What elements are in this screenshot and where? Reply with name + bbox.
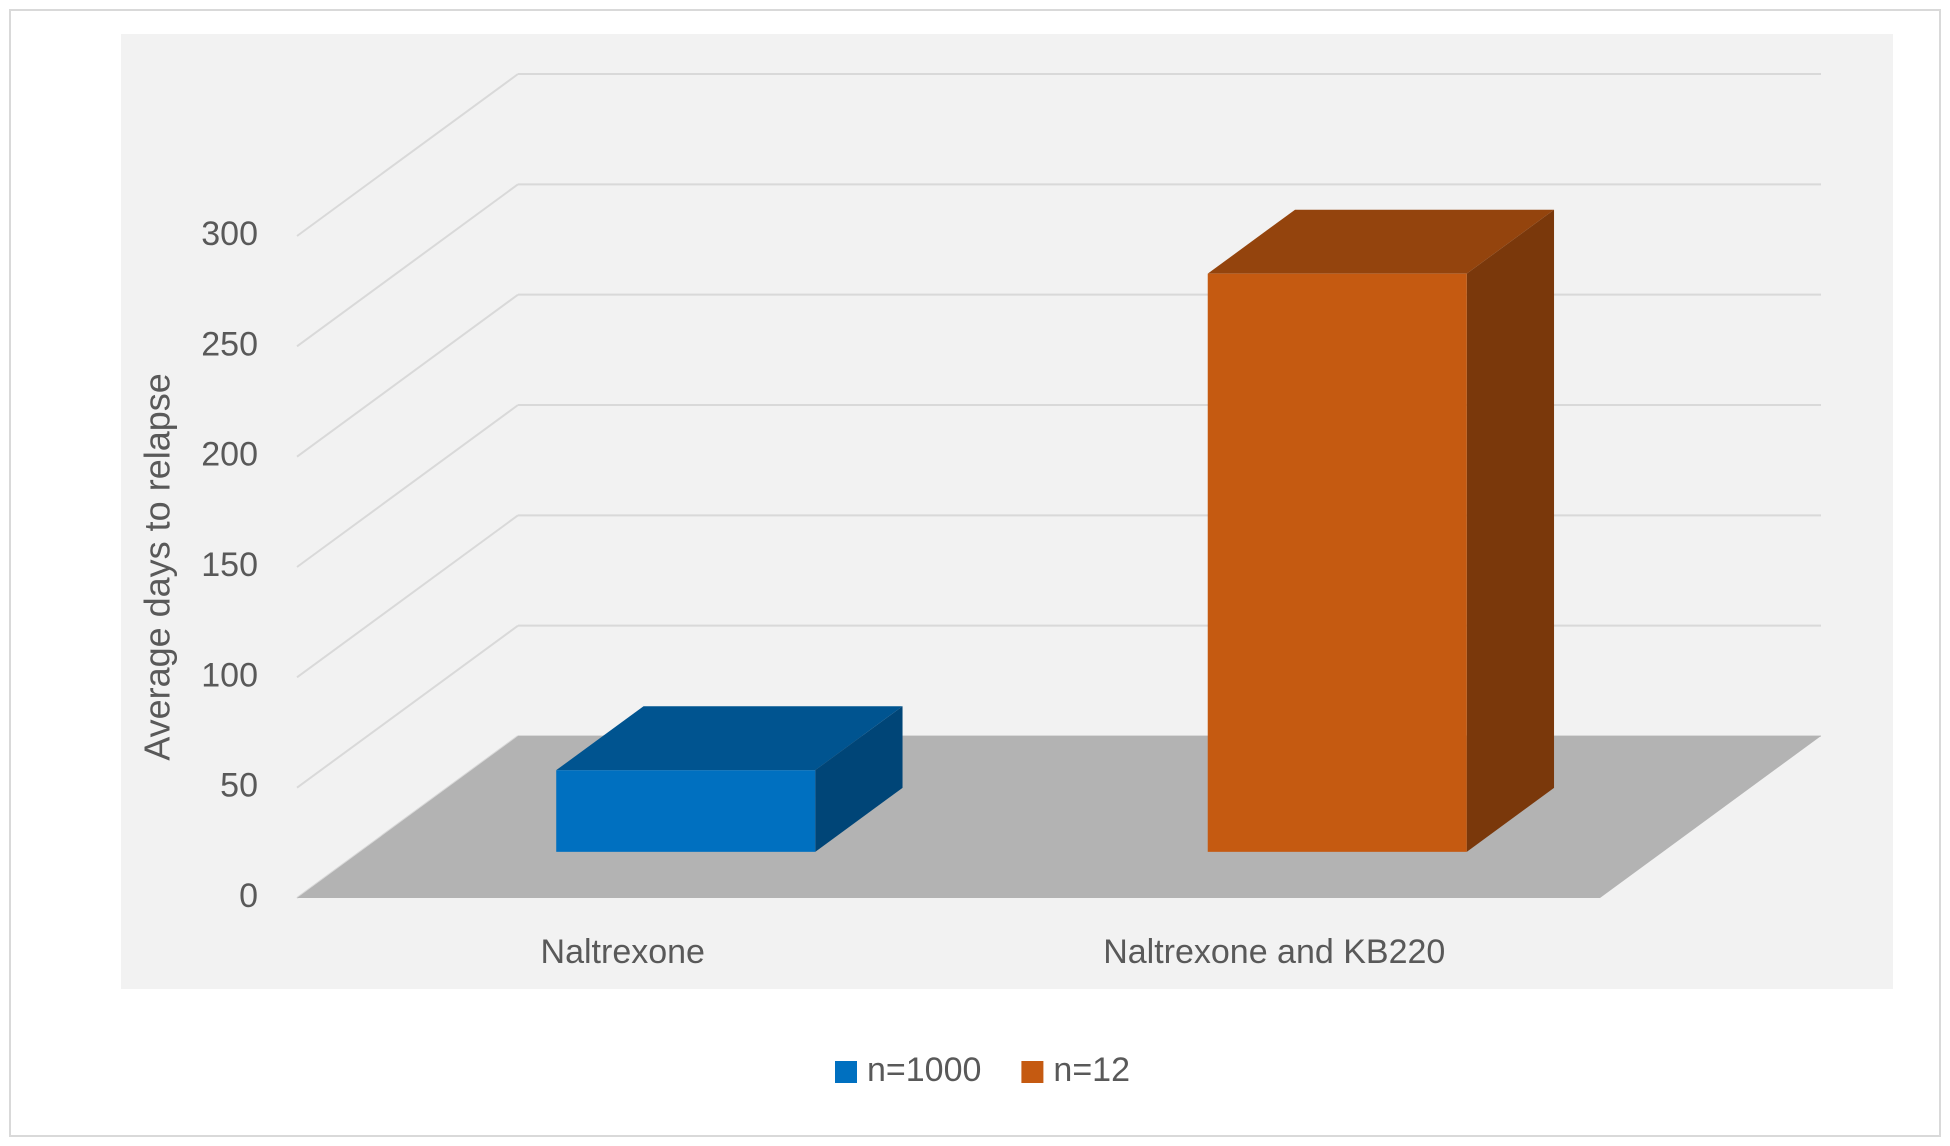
legend-label: n=1000 xyxy=(867,1051,981,1089)
side-grid-line xyxy=(296,404,519,568)
y-tick-label: 50 xyxy=(220,767,258,805)
floor xyxy=(297,736,1821,898)
legend-swatch xyxy=(1021,1061,1044,1083)
side-grid-line xyxy=(296,293,519,458)
bar-side xyxy=(815,706,903,852)
bar xyxy=(556,770,816,852)
y-tick-label: 250 xyxy=(201,325,258,363)
side-grid-line xyxy=(296,73,519,237)
y-tick-label: 0 xyxy=(239,877,258,915)
y-tick-label: 100 xyxy=(201,656,258,694)
legend-label: n=12 xyxy=(1053,1051,1130,1089)
side-grid-line xyxy=(296,183,519,348)
side-grid-line xyxy=(296,624,519,789)
y-tick-label: 200 xyxy=(201,436,258,474)
y-axis-title: Average days to relapse xyxy=(137,373,178,761)
x-tick-label: Naltrexone xyxy=(541,933,705,971)
y-tick-label: 150 xyxy=(201,546,258,584)
side-grid-line xyxy=(296,514,519,679)
y-tick-label: 300 xyxy=(201,215,258,253)
bar-top xyxy=(556,706,903,771)
legend-swatch xyxy=(835,1061,857,1083)
bar xyxy=(1207,273,1467,852)
bar-side xyxy=(1466,209,1555,852)
x-tick-label: Naltrexone and KB220 xyxy=(1103,933,1445,971)
bar-top xyxy=(1207,209,1555,274)
